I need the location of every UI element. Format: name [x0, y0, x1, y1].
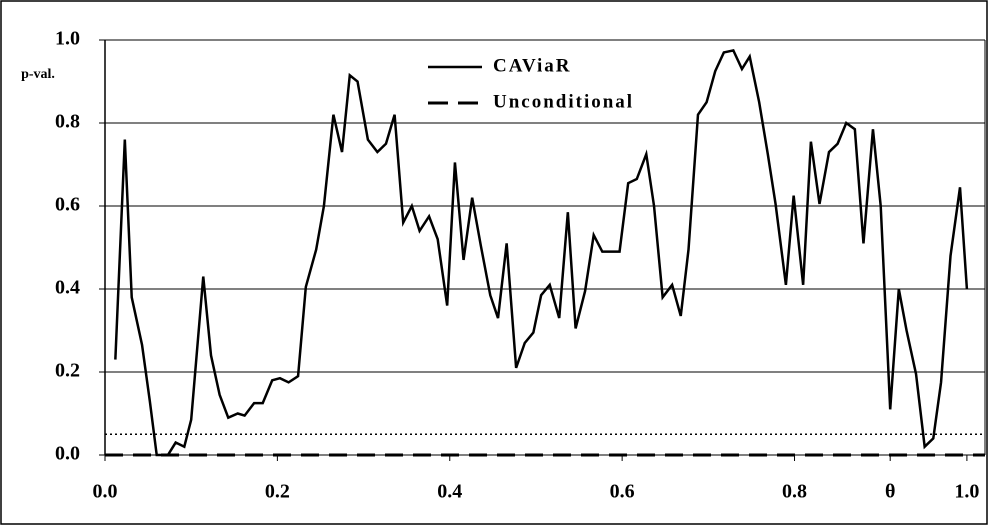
x-tick-label: 0.4: [437, 481, 462, 503]
x-tick-label: θ: [885, 481, 895, 503]
line-series: [114, 48, 969, 457]
y-tick-label: 0.6: [55, 194, 80, 216]
y-tick-label: 1.0: [55, 28, 80, 50]
y-axis-label: p-val.: [21, 67, 55, 82]
x-tick-label: 1.0: [954, 481, 979, 503]
y-tick-label: 0.8: [55, 111, 80, 133]
x-tick-label: 0.2: [265, 481, 290, 503]
y-tick-label: 0.2: [55, 360, 80, 382]
y-tick-label: 0.4: [55, 277, 80, 299]
legend-label: Unconditional: [493, 91, 634, 112]
x-tick-label: 0.0: [93, 481, 118, 503]
y-tick-label: 0.0: [55, 443, 80, 465]
x-tick-label: 0.8: [782, 481, 807, 503]
x-tick-label: 0.6: [610, 481, 635, 503]
legend-label: CAViaR: [493, 55, 572, 76]
